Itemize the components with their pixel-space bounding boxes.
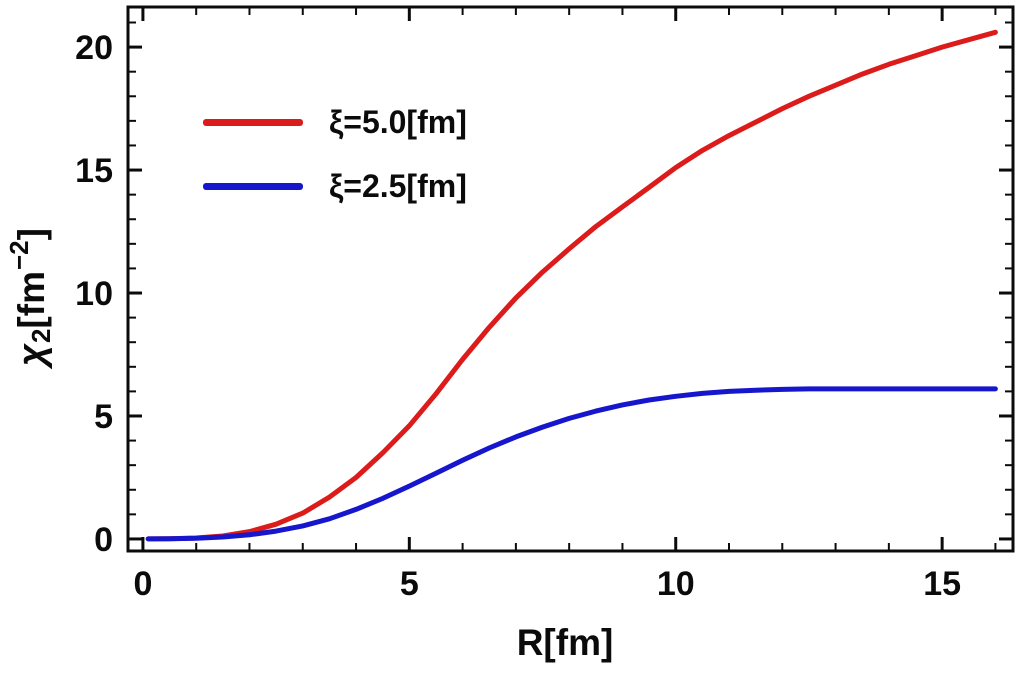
x-axis-tick-label: 10: [657, 565, 695, 603]
y-axis-title: χ 2 [fm −2]: [3, 147, 61, 447]
plot-frame: [126, 5, 1015, 553]
curve-xi-5.0-fm: [145, 29, 998, 542]
x-axis-title: R[fm]: [516, 622, 614, 663]
legend-item-xi-5.0: ξ=5.0[fm]: [203, 100, 467, 144]
y-axis-tick-label: 20: [75, 29, 113, 67]
y-axis-tick-label: 10: [75, 275, 113, 313]
legend: ξ=5.0[fm] ξ=2.5[fm]: [203, 100, 467, 228]
y-axis-title-unit: [fm: [11, 271, 52, 329]
y-axis-title-exponent: −2: [3, 240, 34, 271]
legend-label: ξ=5.0[fm]: [329, 103, 467, 140]
y-axis-tick-label: 0: [94, 521, 113, 559]
y-axis-title-subscript: 2: [25, 328, 56, 344]
curve-xi-2.5-fm: [145, 386, 998, 542]
x-axis-tick-label: 5: [400, 565, 419, 603]
x-axis-tick-label: 0: [133, 565, 152, 603]
y-axis-tick-label: 5: [94, 398, 113, 436]
legend-label: ξ=2.5[fm]: [329, 167, 467, 204]
y-axis-title-unit-close: ]: [11, 228, 52, 241]
legend-swatch-blue-line: [203, 182, 303, 190]
legend-swatch-red-line: [203, 118, 303, 126]
legend-item-xi-2.5: ξ=2.5[fm]: [203, 164, 467, 208]
y-axis-tick-label: 15: [75, 152, 113, 190]
x-axis-tick-label: 15: [923, 565, 961, 603]
y-axis-title-symbol: χ: [10, 344, 53, 366]
